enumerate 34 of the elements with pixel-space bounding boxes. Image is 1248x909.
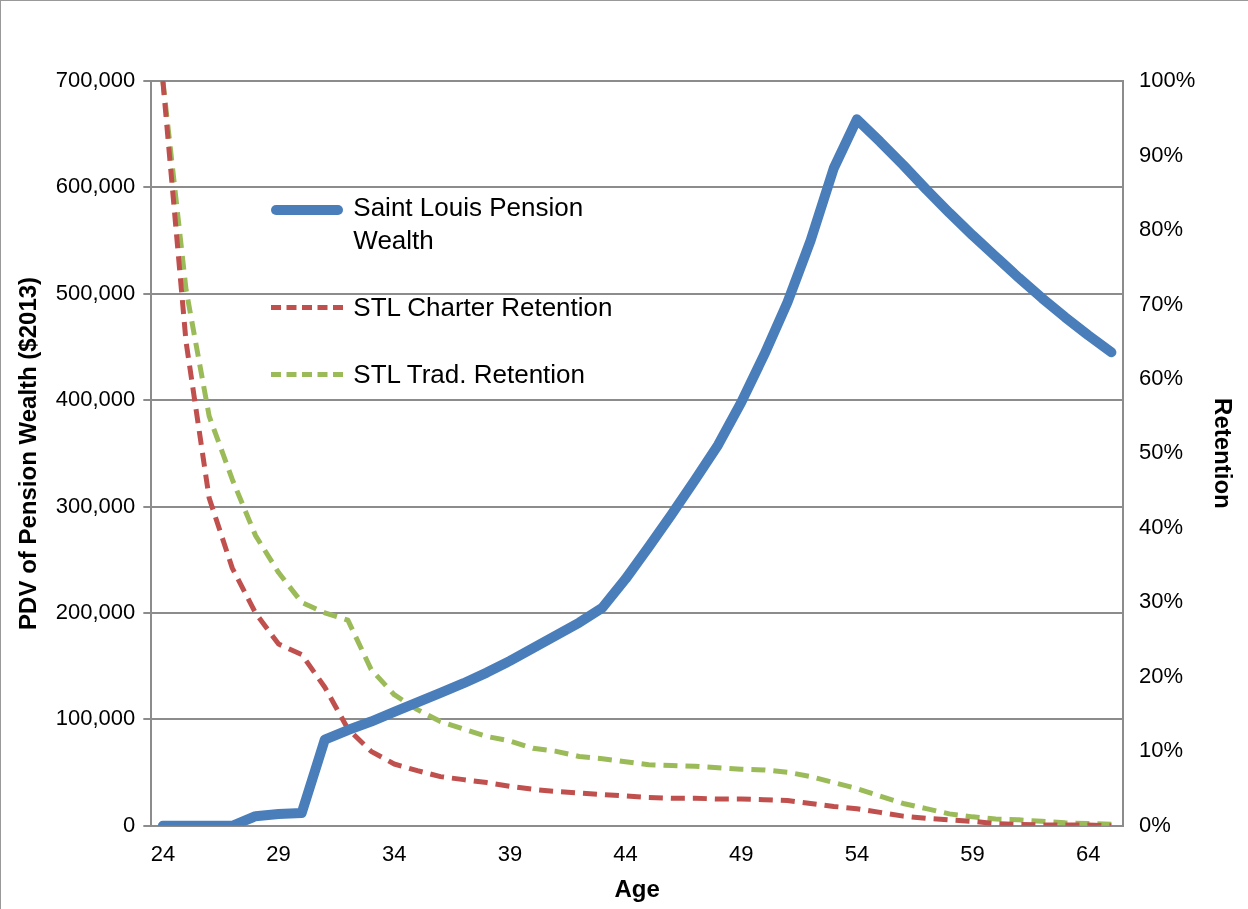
y-tick-label: 600,000 bbox=[55, 173, 136, 199]
y2-tick-label: 90% bbox=[1138, 141, 1183, 167]
y2-tick-label: 0% bbox=[1138, 811, 1171, 837]
legend-label: Saint Louis Pension Wealth bbox=[353, 191, 585, 257]
y2-tick-label: 10% bbox=[1138, 737, 1183, 763]
y-tick-label: 100,000 bbox=[55, 705, 136, 731]
x-tick-label: 49 bbox=[728, 841, 754, 867]
x-tick-label: 44 bbox=[613, 841, 638, 867]
x-tick-label: 64 bbox=[1075, 841, 1101, 867]
y2-tick-label: 80% bbox=[1138, 216, 1183, 242]
y-tick-label: 200,000 bbox=[55, 599, 136, 625]
x-tick-label: 54 bbox=[844, 841, 870, 867]
x-axis-title: Age bbox=[614, 875, 660, 903]
x-tick-label: 24 bbox=[150, 841, 176, 867]
y-axis-title: PDV of Pension Wealth ($2013) bbox=[14, 276, 42, 630]
y2-tick-label: 20% bbox=[1138, 662, 1183, 688]
y2-tick-label: 40% bbox=[1138, 513, 1183, 539]
y2-tick-label: 30% bbox=[1138, 588, 1183, 614]
y2-axis-title: Retention bbox=[1209, 398, 1237, 509]
y-tick-label: 400,000 bbox=[55, 386, 136, 412]
legend-label: STL Trad. Retention bbox=[353, 358, 587, 391]
y-tick-label: 700,000 bbox=[55, 67, 136, 93]
y2-tick-label: 70% bbox=[1138, 290, 1183, 316]
y2-tick-label: 100% bbox=[1138, 67, 1196, 93]
legend-label: STL Charter Retention bbox=[353, 291, 614, 324]
y2-tick-label: 60% bbox=[1138, 364, 1183, 390]
x-tick-label: 59 bbox=[960, 841, 985, 867]
y-tick-label: 300,000 bbox=[55, 492, 136, 518]
y-tick-label: 500,000 bbox=[55, 279, 136, 305]
y2-tick-label: 50% bbox=[1138, 439, 1183, 465]
x-tick-label: 39 bbox=[497, 841, 523, 867]
x-tick-label: 29 bbox=[266, 841, 291, 867]
x-tick-label: 34 bbox=[381, 841, 407, 867]
y-tick-label: 0 bbox=[123, 811, 136, 837]
